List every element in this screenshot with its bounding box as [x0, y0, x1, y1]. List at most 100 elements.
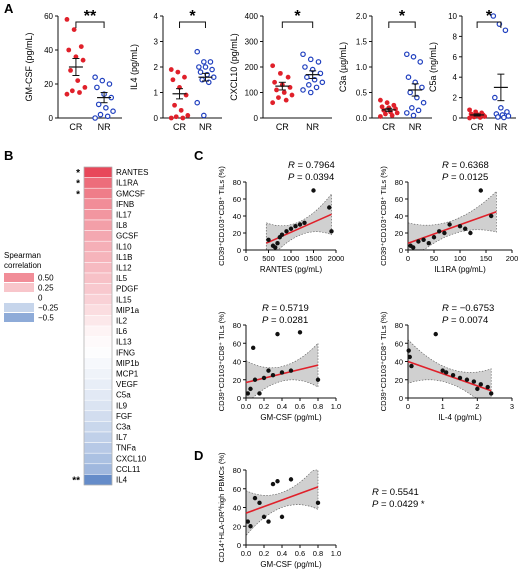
scatter-5: 0.0 0.2 0.4 0.6 0.8 1.0 0 20 40 60 80 GM-CSF (pg/mL…	[217, 452, 425, 569]
category-label: NR	[409, 122, 422, 132]
x-axis-label: GM-CSF (pg/mL)	[260, 560, 322, 569]
series-cr	[270, 63, 295, 106]
data-point	[386, 105, 392, 111]
significance-marker: *	[189, 8, 196, 25]
r-value: R = 0.7964	[288, 160, 335, 171]
data-point	[415, 107, 422, 114]
heat-significance: *	[76, 179, 80, 190]
heat-cell	[83, 452, 113, 465]
data-point	[315, 500, 321, 506]
data-point	[327, 205, 332, 210]
heat-row-label: GMCSF	[116, 189, 145, 198]
y-tick-label: 6	[453, 53, 458, 62]
y-tick-label: 20	[233, 229, 241, 238]
heat-cell	[83, 463, 113, 475]
data-point	[409, 363, 414, 369]
category-label: NR	[306, 122, 319, 132]
data-point	[106, 81, 113, 87]
heat-cell	[83, 346, 113, 359]
data-point	[490, 13, 497, 19]
heatmap-border	[83, 166, 113, 486]
data-point	[407, 89, 413, 96]
data-point	[180, 115, 186, 121]
data-point	[464, 377, 470, 382]
data-point	[110, 108, 116, 115]
y-tick-label: 0	[237, 541, 241, 550]
y-tick-label: 0	[254, 114, 259, 123]
data-point	[99, 77, 106, 84]
data-point	[431, 235, 437, 240]
x-tick-label: 0.6	[295, 549, 305, 558]
regression-line	[245, 486, 319, 514]
legend-title: correlation	[4, 261, 41, 270]
data-point	[196, 64, 202, 70]
data-point	[384, 100, 390, 106]
scatter-1: 0 500 1000 1500 2000 0 20 40 60 80 RANTES (pg/mL) C…	[217, 160, 344, 274]
data-point	[471, 379, 477, 384]
data-point	[378, 97, 383, 103]
regression-line	[265, 213, 332, 244]
data-point	[207, 59, 214, 65]
heat-cell	[83, 399, 113, 412]
heat-row-label: IL9	[116, 401, 128, 410]
heat-cell	[83, 272, 113, 284]
data-point	[393, 106, 398, 112]
data-point	[306, 82, 312, 88]
y-axis-label: CD39⁺CD103⁺CD8⁺ TILs (%)	[379, 166, 388, 266]
data-point	[391, 102, 397, 108]
data-point	[426, 241, 431, 246]
y-axis-label: CXCL10 (pg/mL)	[229, 33, 239, 101]
data-point	[276, 95, 281, 100]
legend-title: Spearman	[4, 251, 41, 260]
x-tick-label: 0	[406, 254, 410, 263]
y-tick-label: 40	[233, 504, 241, 513]
series-nr	[300, 51, 326, 96]
x-tick-label: 0.8	[313, 402, 323, 411]
data-point	[251, 345, 256, 351]
data-point	[379, 104, 385, 110]
heat-row-label: IL5	[116, 274, 128, 283]
x-tick-label: 1500	[305, 254, 322, 263]
data-point	[383, 111, 388, 117]
data-point	[175, 69, 181, 75]
y-tick-label: 0	[237, 394, 241, 403]
data-point	[273, 245, 278, 250]
y-tick-label: 60	[395, 195, 403, 204]
data-point	[498, 105, 504, 111]
y-tick-label: 0	[154, 114, 159, 123]
data-point	[319, 79, 326, 86]
significance-marker: *	[399, 8, 406, 25]
y-tick-label: 2	[453, 94, 458, 103]
x-tick-label: 0.0	[241, 402, 251, 411]
y-tick-label: 40	[233, 358, 241, 367]
heat-row-label: IL4	[116, 476, 128, 485]
heat-row-label: IL13	[116, 338, 132, 347]
heat-row-label: PDGF	[116, 285, 138, 294]
significance-bracket	[476, 21, 502, 28]
heat-cell	[83, 336, 113, 348]
heat-cell	[83, 240, 113, 253]
data-point	[284, 229, 289, 234]
r-value: R = −0.6753	[442, 303, 494, 314]
data-point	[266, 368, 271, 373]
dotplot-3: 0 100 200 300 400 CXCL10 (pg/mL) CR NR *	[229, 8, 332, 132]
series-cr	[467, 107, 488, 121]
heat-cell	[83, 410, 113, 422]
r-value: R = 0.6368	[442, 160, 489, 171]
data-point	[406, 348, 411, 353]
heat-row-label: CCL11	[116, 465, 141, 474]
y-tick-label: 0	[399, 246, 403, 255]
data-point	[315, 377, 321, 382]
y-tick-label: 80	[233, 321, 241, 330]
data-point	[501, 114, 507, 121]
data-point	[288, 477, 294, 482]
heat-cell	[83, 166, 113, 178]
y-tick-label: 1.0	[356, 63, 368, 72]
heat-row-label: MCP1	[116, 370, 139, 379]
category-label: CR	[382, 122, 395, 132]
data-point	[252, 495, 258, 501]
y-tick-label: 60	[395, 339, 403, 348]
heat-cell	[83, 442, 113, 454]
data-point	[315, 59, 322, 65]
